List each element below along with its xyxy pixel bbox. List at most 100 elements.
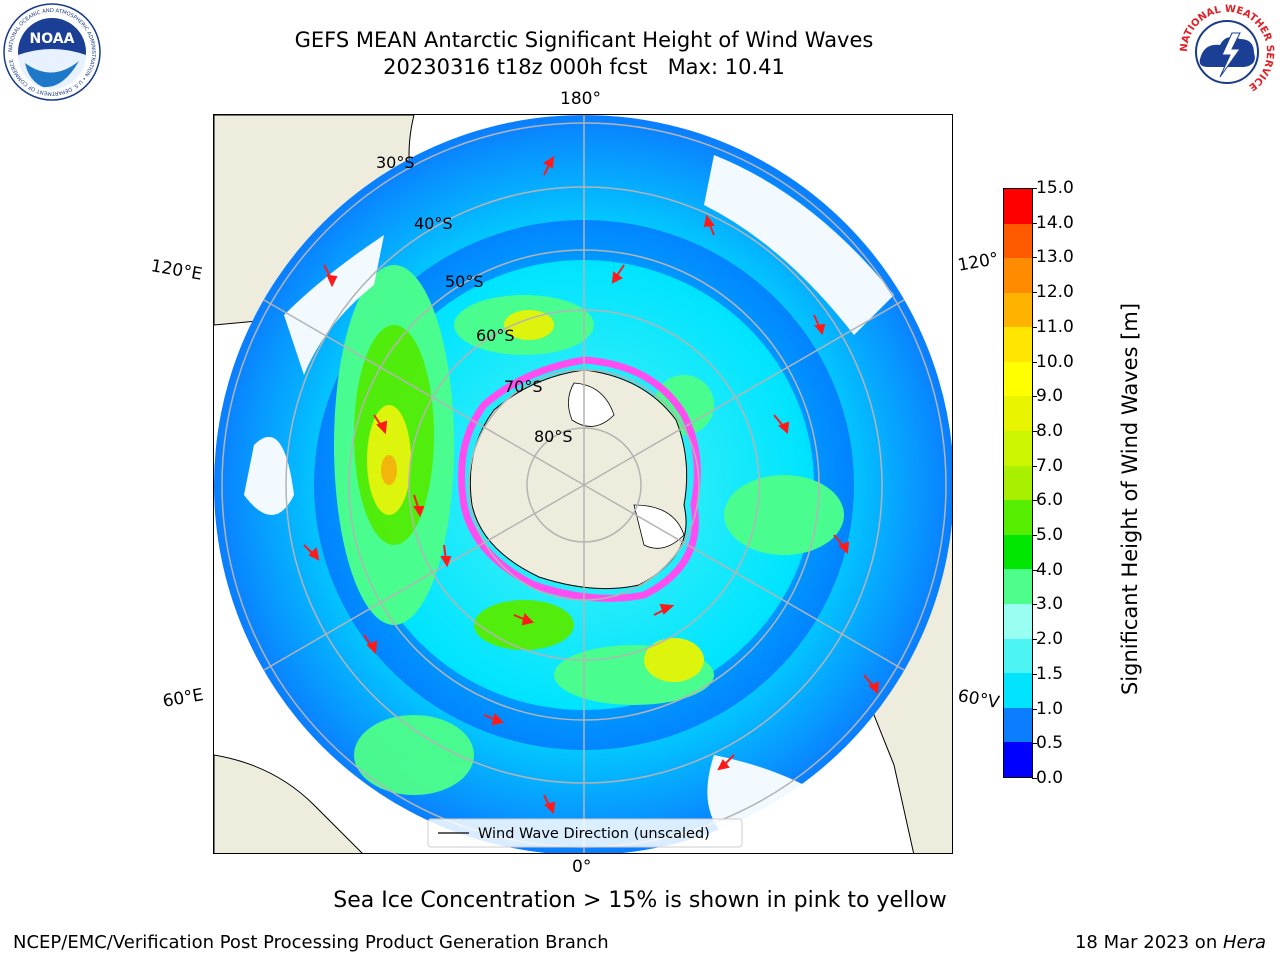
colorbar-tick-mark	[1032, 361, 1037, 363]
colorbar-tick-label: 10.0	[1036, 351, 1074, 372]
colorbar-swatch	[1004, 534, 1032, 570]
lat-label-80s: 80°S	[534, 427, 573, 446]
noaa-logo: NOAA NATIONAL OCEANIC AND ATMOSPHERIC AD…	[3, 3, 101, 101]
colorbar-swatch	[1004, 673, 1032, 708]
colorbar-tick-label: 4.0	[1036, 559, 1064, 580]
wave-arrow	[863, 674, 880, 694]
colorbar-swatch	[1004, 361, 1032, 397]
antarctica-land	[469, 369, 688, 590]
colorbar-tick-label: 2.0	[1036, 629, 1064, 650]
colorbar-swatch	[1004, 396, 1032, 432]
colorbar-tick-label: 9.0	[1036, 386, 1064, 407]
chart-title: GEFS MEAN Antarctic Significant Height o…	[294, 28, 874, 52]
wave-arrow	[717, 754, 735, 771]
colorbar-swatch	[1004, 638, 1032, 674]
credit-text: NCEP/EMC/Verification Post Processing Pr…	[13, 932, 609, 953]
colorbar-swatch	[1004, 465, 1032, 501]
colorbar-tick-label: 6.0	[1036, 490, 1064, 511]
colorbar-tick-label: 0.5	[1036, 733, 1064, 754]
colorbar-tick-label: 12.0	[1036, 282, 1074, 303]
colorbar-tick-mark	[1032, 292, 1037, 294]
colorbar-tick-label: 13.0	[1036, 247, 1074, 268]
wave-arrow	[513, 613, 534, 626]
lon-label-180: 180°	[560, 89, 601, 109]
wave-arrow	[543, 794, 556, 815]
wave-arrow	[303, 544, 320, 561]
colorbar-tick-mark	[1032, 778, 1037, 779]
colorbar-swatch	[1004, 327, 1032, 362]
map-legend: Wind Wave Direction (unscaled)	[427, 818, 743, 848]
wave-arrow	[413, 494, 425, 518]
colorbar-tick-mark	[1032, 465, 1037, 467]
colorbar-tick-label: 15.0	[1036, 178, 1074, 198]
wave-arrow	[653, 603, 675, 616]
colorbar-tick-label: 5.0	[1036, 525, 1064, 546]
ross-ice-shelf	[568, 382, 615, 427]
machine-name: Hera	[1222, 932, 1266, 953]
colorbar-swatch	[1004, 188, 1032, 224]
chart-subtitle: 20230316 t18z 000h fcst Max: 10.41	[383, 55, 785, 79]
colorbar-tick-label: 1.0	[1036, 698, 1064, 719]
wave-arrow	[833, 534, 850, 554]
lat-label-40s: 40°S	[414, 214, 453, 233]
colorbar-swatch	[1004, 223, 1032, 259]
colorbar-tick-label: 1.5	[1036, 663, 1064, 684]
lat-label-50s: 50°S	[445, 272, 484, 291]
antarctica	[458, 356, 701, 602]
lat-label-30s: 30°S	[376, 153, 415, 172]
lon-label-60e-left: 60°E	[161, 685, 205, 712]
antarctic-peninsula	[633, 504, 685, 549]
colorbar-tick-label: 7.0	[1036, 455, 1064, 476]
nws-logo: NATIONAL WEATHER SERVICE	[1178, 3, 1276, 101]
wave-arrow	[440, 544, 452, 568]
colorbar-tick-mark	[1032, 535, 1037, 537]
lat-label-60s: 60°S	[476, 326, 515, 345]
colorbar-swatch	[1004, 604, 1032, 639]
colorbar-swatch	[1004, 292, 1032, 328]
wave-arrow	[773, 414, 790, 434]
colorbar-swatch	[1004, 258, 1032, 293]
wave-arrow	[813, 314, 826, 336]
colorbar-tick-mark	[1032, 500, 1037, 502]
lon-label-0: 0°	[572, 857, 592, 877]
colorbar-tick-label: 14.0	[1036, 212, 1074, 233]
legend-label: Wind Wave Direction (unscaled)	[478, 826, 710, 842]
colorbar-title: Significant Height of Wind Waves [m]	[1118, 302, 1142, 696]
colorbar-swatch	[1004, 742, 1032, 777]
lat-label-70s: 70°S	[504, 377, 543, 396]
lon-label-120-right: 120°	[956, 249, 1001, 276]
wave-arrow	[703, 214, 715, 236]
colorbar-tick-mark	[1032, 708, 1037, 710]
noaa-logo-text: NOAA	[30, 31, 75, 47]
colorbar-tick-mark	[1032, 604, 1037, 606]
colorbar-swatch	[1004, 431, 1032, 466]
colorbar-swatch	[1004, 707, 1032, 743]
wave-arrow	[363, 634, 378, 655]
lon-label-120e-left: 120°E	[149, 256, 204, 285]
polar-map: 30°S 40°S 50°S 60°S 70°S 80°S Wind Wave …	[213, 114, 953, 854]
colorbar-tick-mark	[1032, 430, 1037, 432]
colorbar-tick-mark	[1032, 257, 1037, 259]
colorbar-tick-label: 0.0	[1036, 768, 1064, 788]
sea-ice-note: Sea Ice Concentration > 15% is shown in …	[333, 888, 947, 913]
africa-land	[214, 754, 363, 853]
colorbar-tick-mark	[1032, 743, 1037, 745]
colorbar-swatches	[1004, 188, 1032, 777]
sea-ice-ring	[458, 356, 701, 602]
date-text: 18 Mar 2023 on Hera	[1075, 932, 1266, 953]
colorbar-tick-mark	[1032, 673, 1037, 675]
graticule	[221, 115, 947, 853]
colorbar-tick-mark	[1032, 569, 1037, 571]
colorbar-tick-mark	[1032, 326, 1037, 328]
colorbar-tick-mark	[1032, 396, 1037, 398]
wave-arrow	[543, 156, 555, 176]
wave-arrow	[323, 264, 338, 288]
wave-arrow	[483, 713, 504, 726]
colorbar-tick-label: 3.0	[1036, 594, 1064, 615]
colorbar-tick-label: 8.0	[1036, 420, 1064, 441]
date-value: 18 Mar 2023 on	[1074, 932, 1223, 953]
colorbar-tick-mark	[1032, 188, 1037, 189]
wave-arrow	[611, 264, 625, 284]
colorbar	[1003, 188, 1033, 778]
wave-arrow	[373, 414, 388, 435]
